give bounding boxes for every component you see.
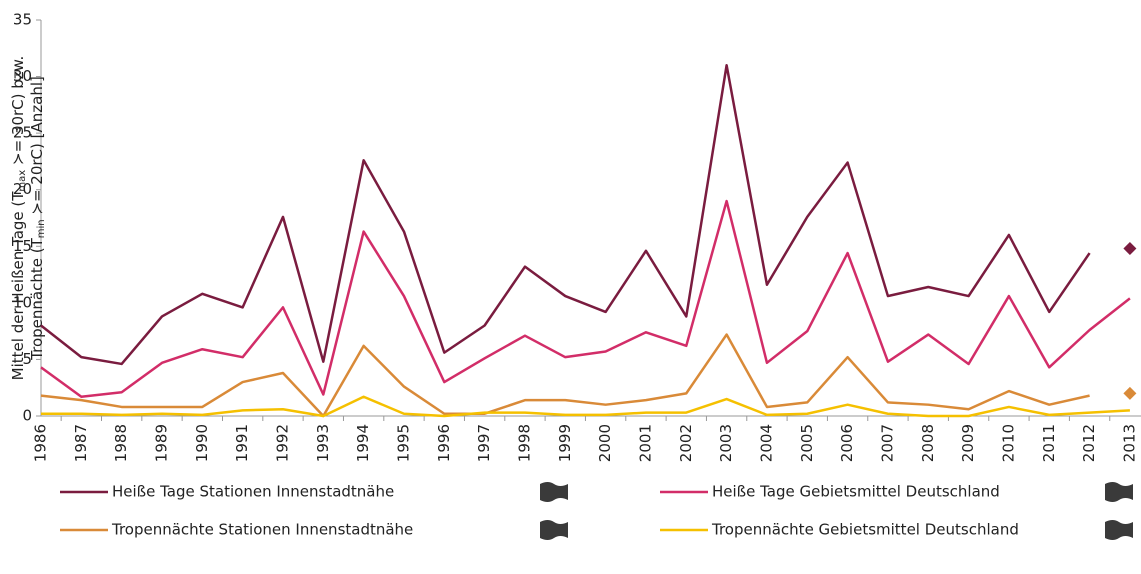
x-tick-label: 2005 (798, 424, 816, 462)
end-marker (1123, 242, 1137, 256)
series-line (40, 199, 1131, 399)
x-tick-label: 2012 (1080, 424, 1098, 462)
y-tick-label: 0 (22, 407, 32, 425)
legend-label: Heiße Tage Stationen Innenstadtnähe (112, 483, 394, 501)
legend-label: Tropennächte Stationen Innenstadtnähe (111, 521, 413, 539)
x-tick-label: 2003 (717, 424, 735, 462)
x-tick-label: 1993 (314, 424, 332, 462)
x-tick-label: 1987 (72, 424, 90, 462)
subscript: max (17, 170, 28, 192)
x-tick-label: 2002 (677, 424, 695, 462)
label-part: ≻= 30rC) bzw. (9, 56, 27, 170)
end-marker (1123, 386, 1137, 400)
x-tick-label: 2001 (636, 424, 654, 462)
legend-label: Heiße Tage Gebietsmittel Deutschland (712, 483, 1000, 501)
x-tick-label: 2006 (838, 424, 856, 462)
y-tick-label: 25 (13, 124, 32, 142)
y-tick-label: 30 (13, 67, 32, 85)
legend-icon (1105, 520, 1133, 540)
label-part: ≻= 20rC) [Anzahl] (28, 76, 46, 219)
label-part: Tropennächte (T (28, 237, 46, 360)
legend-icon (540, 520, 568, 540)
x-tick-label: 1989 (152, 424, 170, 462)
x-tick-label: 2013 (1120, 424, 1138, 462)
x-tick-label: 1997 (475, 424, 493, 462)
x-tick-label: 1998 (515, 424, 533, 462)
x-tick-label: 1986 (32, 424, 50, 462)
x-tick-label: 1994 (354, 424, 372, 462)
y-tick-label: 20 (13, 180, 32, 198)
y-axis-label-line: Mittel der Heißen Tage (Tmax ≻= 30rC) bz… (9, 56, 29, 381)
legend-label: Tropennächte Gebietsmittel Deutschland (711, 521, 1019, 539)
x-tick-label: 2009 (959, 424, 977, 462)
x-tick-label: 1990 (193, 424, 211, 462)
x-tick-label: 1992 (273, 424, 291, 462)
x-tick-label: 2011 (1040, 424, 1058, 462)
x-tick-label: 1988 (112, 424, 130, 462)
y-tick-label: 10 (13, 293, 32, 311)
label-part: Mittel der Heißen Tage (T (9, 191, 27, 381)
series-line (40, 333, 1090, 418)
series-line (41, 395, 1130, 418)
x-tick-label: 2010 (999, 424, 1017, 462)
x-tick-label: 2008 (919, 424, 937, 462)
x-tick-label: 2000 (596, 424, 614, 462)
x-tick-label: 1991 (233, 424, 251, 462)
x-tick-label: 2004 (757, 424, 775, 462)
legend-icon (1105, 482, 1133, 502)
y-tick-label: 35 (13, 11, 32, 29)
x-tick-label: 1996 (435, 424, 453, 462)
subscript: min (36, 219, 47, 238)
y-axis-label-line: Tropennächte (Tmin ≻= 20rC) [Anzahl] (28, 76, 48, 361)
legend-icon (540, 482, 568, 502)
y-tick-label: 15 (13, 237, 32, 255)
x-tick-label: 1995 (394, 424, 412, 462)
y-tick-label: 5 (22, 350, 32, 368)
x-tick-label: 1999 (556, 424, 574, 462)
x-tick-label: 2007 (878, 424, 896, 462)
series-line (40, 64, 1091, 366)
